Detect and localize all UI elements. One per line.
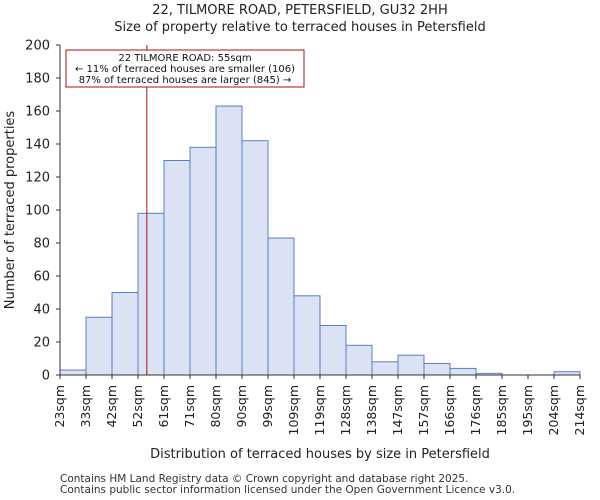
bar-128sqm <box>345 344 373 376</box>
x-tick-label: 157sqm <box>416 385 431 435</box>
x-tick-label: 42sqm <box>104 385 119 428</box>
y-tick-label: 100 <box>25 204 50 219</box>
x-tick-label: 52sqm <box>130 385 145 428</box>
bar-23sqm <box>59 369 87 376</box>
chart-title: 22, TILMORE ROAD, PETERSFIELD, GU32 2HH <box>152 3 448 18</box>
x-tick-label: 71sqm <box>182 385 197 428</box>
y-tick-label: 120 <box>25 171 50 186</box>
x-tick-label: 176sqm <box>468 385 483 435</box>
bar-147sqm <box>397 354 425 376</box>
x-tick-label: 80sqm <box>208 385 223 428</box>
bar-109sqm <box>293 295 321 376</box>
bar-90sqm <box>241 140 269 376</box>
annotation-box <box>65 49 305 88</box>
x-tick-label: 147sqm <box>390 385 405 435</box>
annotation-line-1: 22 TILMORE ROAD: 55sqm <box>118 53 251 64</box>
x-tick-label: 128sqm <box>338 385 353 435</box>
y-tick-label: 160 <box>25 105 50 120</box>
annotation-line-2: ← 11% of terraced houses are smaller (10… <box>75 64 295 75</box>
y-tick-label: 140 <box>25 138 50 153</box>
footer-line-1: Contains HM Land Registry data © Crown c… <box>60 473 469 485</box>
x-tick-label: 195sqm <box>520 385 535 435</box>
x-tick-label: 204sqm <box>546 385 561 435</box>
bar-61sqm <box>163 160 191 376</box>
x-axis-label: Distribution of terraced houses by size … <box>150 447 490 462</box>
y-tick-label: 40 <box>33 303 50 318</box>
annotation-line-3: 87% of terraced houses are larger (845) … <box>79 75 292 86</box>
x-tick-label: 214sqm <box>572 385 587 435</box>
x-tick-label: 61sqm <box>156 385 171 428</box>
bar-138sqm <box>371 361 399 376</box>
x-tick-label: 185sqm <box>494 385 509 435</box>
y-tick-label: 80 <box>33 237 50 252</box>
y-axis-label: Number of terraced properties <box>3 111 18 310</box>
y-tick-label: 0 <box>42 369 50 384</box>
bar-71sqm <box>189 146 217 376</box>
footer-line-2: Contains public sector information licen… <box>60 484 516 496</box>
histogram-chart: 0 20 40 60 80 100 120 140 160 180 200 23sqm 33sqm 42s… <box>3 39 587 463</box>
bar-33sqm <box>85 316 113 376</box>
x-tick-label: 119sqm <box>312 385 327 435</box>
x-tick-label: 109sqm <box>286 385 301 435</box>
bar-119sqm <box>319 325 347 376</box>
y-tick-label: 60 <box>33 270 50 285</box>
x-tick-label: 23sqm <box>52 385 67 428</box>
y-tick-label: 200 <box>25 39 50 54</box>
x-tick-label: 166sqm <box>442 385 457 435</box>
bar-157sqm <box>423 362 451 376</box>
bar-99sqm <box>267 237 295 376</box>
y-tick-label: 20 <box>33 336 50 351</box>
bar-80sqm <box>215 105 243 376</box>
x-tick-label: 90sqm <box>234 385 249 428</box>
bar-52sqm <box>137 212 165 376</box>
bar-166sqm <box>449 367 477 376</box>
bar-42sqm <box>111 292 139 376</box>
y-tick-label: 180 <box>25 72 50 87</box>
x-tick-label: 138sqm <box>364 385 379 435</box>
x-tick-label: 33sqm <box>78 385 93 428</box>
x-tick-label: 99sqm <box>260 385 275 428</box>
chart-subtitle: Size of property relative to terraced ho… <box>114 20 486 35</box>
